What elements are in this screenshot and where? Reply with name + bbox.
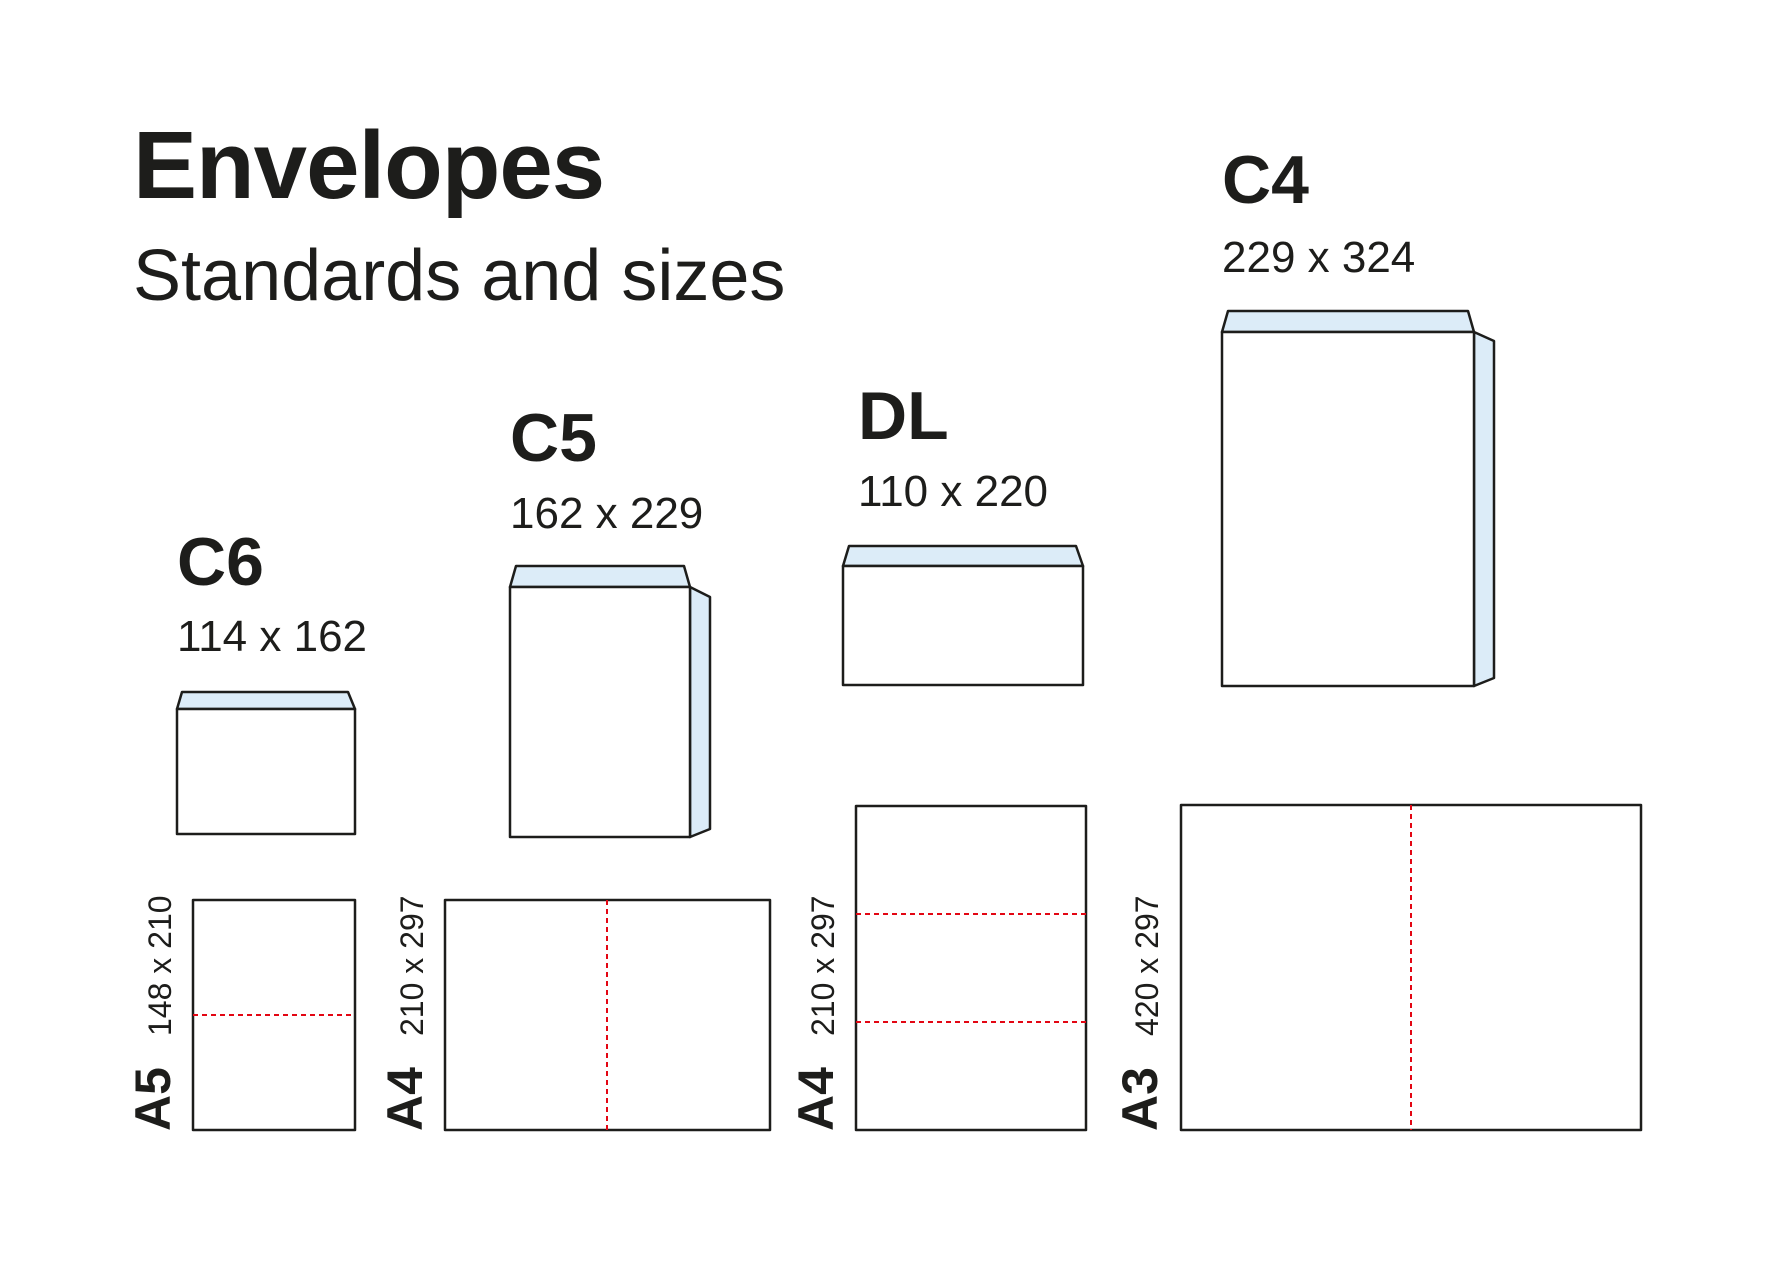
paper-a4-fold-half-sheet	[443, 898, 772, 1132]
envelope-c6-size: 114 x 162	[177, 612, 368, 661]
envelope-c4-shape	[1220, 309, 1496, 688]
envelope-c5-shape	[508, 564, 712, 839]
envelope-c6-shape	[175, 690, 357, 836]
page-title: Envelopes	[133, 112, 605, 219]
envelope-c5-flap	[508, 564, 692, 589]
envelope-dl-label: DL	[858, 378, 949, 454]
envelope-dl-size: 110 x 220	[858, 467, 1049, 516]
envelope-c6-flap	[175, 690, 357, 711]
envelope-dl-body	[841, 564, 1085, 687]
envelope-dl-shape	[841, 544, 1085, 687]
page-subtitle: Standards and sizes	[133, 236, 786, 316]
envelope-c4-side-flap	[1472, 330, 1496, 688]
envelope-c5-side-flap	[688, 585, 712, 839]
envelope-dl-flap	[841, 544, 1085, 568]
envelope-c6-label: C6	[177, 524, 264, 600]
envelope-c4-label: C4	[1222, 142, 1309, 218]
envelope-c5-body	[508, 585, 692, 839]
envelope-c4-body	[1220, 330, 1476, 688]
envelope-c4-size: 229 x 324	[1222, 233, 1416, 282]
envelope-c5-label: C5	[510, 400, 597, 476]
paper-a4-fold-thirds-sheet	[854, 804, 1088, 1132]
envelope-c4-flap	[1220, 309, 1476, 334]
envelope-c6-body	[175, 707, 357, 836]
envelope-c5-size: 162 x 229	[510, 489, 704, 538]
